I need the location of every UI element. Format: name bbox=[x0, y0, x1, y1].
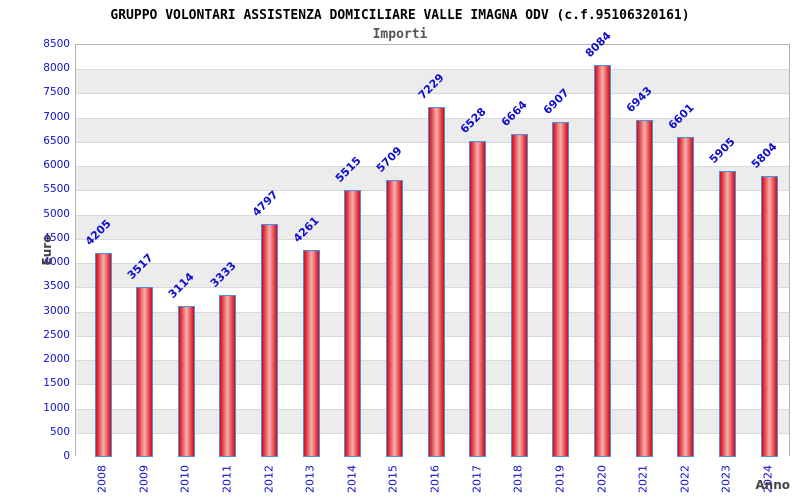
bar-2017 bbox=[469, 140, 487, 457]
y-tick-label: 0 bbox=[63, 450, 70, 462]
y-tick-label: 6500 bbox=[43, 134, 70, 147]
bar-2015 bbox=[385, 180, 403, 457]
bar-2013 bbox=[302, 250, 320, 457]
x-tick-label: 2019 bbox=[553, 465, 567, 493]
gridline bbox=[76, 93, 789, 95]
y-tick-label: 7000 bbox=[43, 110, 70, 123]
x-tick-label: 2021 bbox=[636, 465, 650, 493]
y-tick-label: 2000 bbox=[43, 353, 70, 366]
x-tick-label: 2020 bbox=[595, 465, 608, 493]
bar-2024 bbox=[760, 175, 778, 457]
y-tick-label: 500 bbox=[49, 425, 70, 438]
bar-2014 bbox=[344, 189, 362, 457]
bar-2023 bbox=[718, 170, 736, 457]
bar-2021 bbox=[635, 120, 653, 457]
y-tick-label: 8000 bbox=[43, 62, 70, 75]
x-tick-label: 2008 bbox=[95, 465, 109, 493]
bar-2019 bbox=[552, 122, 570, 457]
bar-2020 bbox=[594, 65, 611, 457]
y-tick-label: 5500 bbox=[43, 183, 70, 196]
bar-2012 bbox=[261, 224, 278, 457]
bar-2009 bbox=[136, 286, 154, 457]
y-tick-label: 8500 bbox=[43, 38, 70, 50]
y-tick-label: 5000 bbox=[43, 207, 70, 220]
gridline bbox=[76, 69, 789, 71]
bar-2010 bbox=[177, 306, 195, 457]
x-tick-label: 2015 bbox=[386, 465, 400, 493]
y-tick-label: 2500 bbox=[43, 328, 70, 341]
y-tick-label: 1000 bbox=[43, 401, 70, 414]
y-tick-label: 3000 bbox=[43, 304, 70, 317]
x-tick-label: 2022 bbox=[678, 465, 692, 493]
x-tick-label: 2014 bbox=[345, 465, 359, 493]
y-tick-label: 4500 bbox=[43, 231, 70, 244]
x-tick-label: 2023 bbox=[719, 465, 733, 493]
x-tick-label: 2012 bbox=[262, 465, 275, 493]
bar-2016 bbox=[427, 106, 445, 457]
y-tick-label: 6000 bbox=[43, 159, 70, 172]
x-tick-label: 2017 bbox=[470, 465, 484, 493]
y-axis-title: Euro bbox=[40, 234, 54, 266]
y-tick-label: 4000 bbox=[43, 256, 70, 269]
bar-2022 bbox=[677, 137, 695, 457]
x-axis-title: Anno bbox=[755, 478, 790, 492]
plot-band bbox=[76, 45, 789, 70]
y-tick-label: 7500 bbox=[43, 86, 70, 99]
chart-subtitle: Importi bbox=[372, 27, 428, 42]
plot-band bbox=[76, 69, 789, 94]
plot-area bbox=[75, 44, 790, 457]
x-tick-label: 2009 bbox=[137, 465, 151, 493]
bar-2011 bbox=[219, 295, 237, 457]
x-tick-label: 2018 bbox=[511, 465, 525, 493]
x-tick-label: 2011 bbox=[220, 465, 234, 493]
y-tick-label: 3500 bbox=[43, 280, 70, 293]
x-tick-label: 2013 bbox=[303, 465, 317, 493]
chart-title: GRUPPO VOLONTARI ASSISTENZA DOMICILIARE … bbox=[110, 8, 690, 23]
bar-2018 bbox=[510, 133, 528, 457]
x-tick-label: 2010 bbox=[178, 465, 192, 493]
y-tick-label: 1500 bbox=[43, 377, 70, 390]
x-tick-label: 2016 bbox=[428, 465, 442, 493]
bar-2008 bbox=[94, 253, 112, 457]
